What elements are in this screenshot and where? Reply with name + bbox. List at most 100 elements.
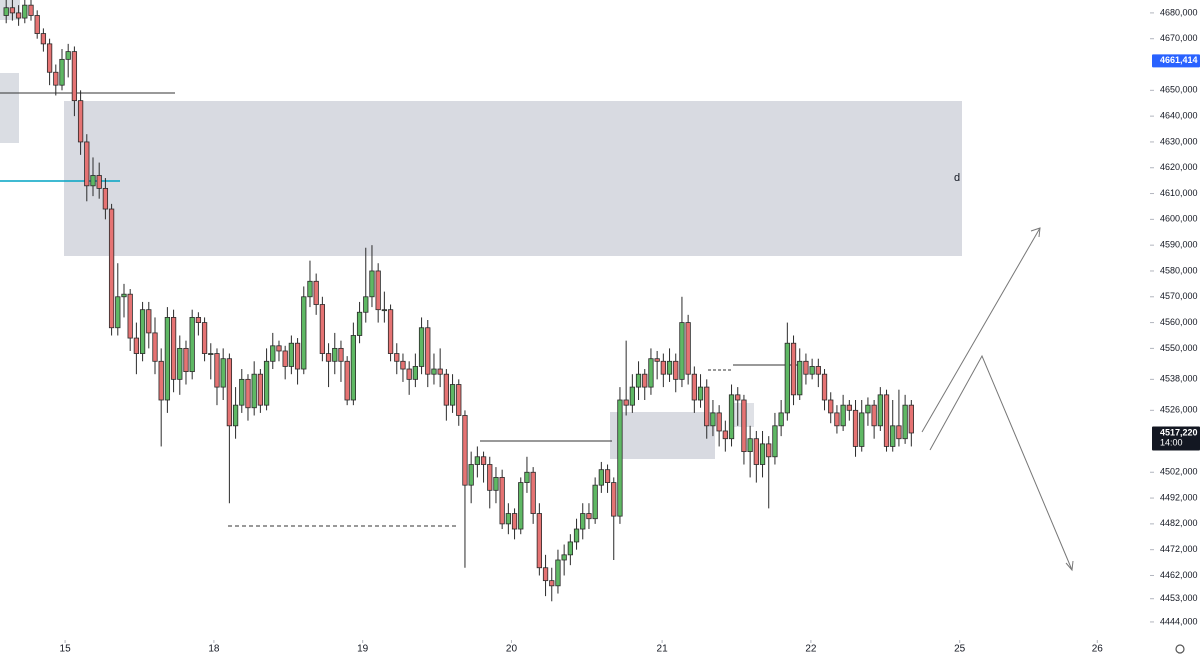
plot bbox=[3, 0, 914, 602]
candle-body bbox=[139, 309, 146, 354]
candle-body bbox=[759, 443, 766, 465]
candle-body bbox=[201, 322, 208, 354]
candle-body bbox=[580, 513, 586, 530]
candle-body bbox=[772, 425, 778, 458]
candle-body bbox=[474, 456, 480, 465]
x-tick-label: 18 bbox=[208, 644, 220, 655]
candle-body bbox=[412, 366, 418, 380]
x-tick-label: 19 bbox=[357, 644, 369, 655]
candle-body bbox=[536, 513, 542, 569]
candle-body bbox=[270, 345, 276, 362]
candle-body bbox=[15, 12, 22, 19]
candle-body bbox=[381, 309, 387, 312]
price-tag-time: 14:00 bbox=[1160, 437, 1183, 447]
candle-body bbox=[834, 412, 840, 427]
y-tick-label: 4600,000 bbox=[1160, 214, 1198, 224]
candle-body bbox=[896, 425, 902, 440]
arrow-head bbox=[1030, 227, 1041, 238]
candle-body bbox=[77, 100, 84, 143]
settings-icon[interactable] bbox=[1175, 644, 1185, 654]
candle-body bbox=[852, 409, 859, 447]
candle-body bbox=[877, 394, 883, 427]
y-tick-label: 4482,000 bbox=[1160, 518, 1198, 528]
y-tick-label: 4630,000 bbox=[1160, 136, 1198, 146]
candle-body bbox=[679, 322, 685, 380]
candle-body bbox=[96, 175, 102, 189]
candle-body bbox=[121, 293, 127, 298]
candle-body bbox=[338, 347, 344, 362]
candle-body bbox=[722, 430, 728, 440]
candle-body bbox=[28, 4, 34, 16]
x-tick-label: 26 bbox=[1092, 644, 1104, 655]
candle-body bbox=[809, 366, 815, 375]
candle-body bbox=[604, 469, 611, 483]
candle-body bbox=[561, 554, 567, 561]
candle-body bbox=[257, 373, 264, 406]
candle-body bbox=[245, 378, 251, 409]
price-tag-label: 4661,414 bbox=[1160, 55, 1198, 65]
x-tick-label: 15 bbox=[60, 644, 72, 655]
candle-body bbox=[369, 270, 375, 298]
candle-body bbox=[871, 404, 877, 427]
candle-body bbox=[34, 15, 40, 34]
candle-body bbox=[890, 425, 896, 447]
candle-body bbox=[573, 528, 580, 543]
candle-body bbox=[53, 71, 59, 86]
y-tick-label: 4640,000 bbox=[1160, 111, 1198, 121]
candle-body bbox=[183, 347, 189, 373]
candle-body bbox=[660, 360, 666, 375]
supply-zone bbox=[64, 101, 962, 256]
candle-body bbox=[673, 360, 679, 380]
candle-body bbox=[456, 384, 462, 416]
candle-body bbox=[648, 358, 654, 388]
candle-body bbox=[803, 360, 809, 375]
candle-body bbox=[71, 51, 78, 102]
candle-body bbox=[400, 360, 406, 370]
candle-body bbox=[778, 412, 784, 427]
candle-body bbox=[518, 482, 524, 530]
candle-body bbox=[437, 368, 443, 375]
candle-body bbox=[313, 280, 319, 305]
candle-body bbox=[425, 327, 431, 375]
candle-body bbox=[102, 187, 109, 210]
candle-body bbox=[40, 33, 47, 45]
candle-body bbox=[282, 350, 288, 367]
candle-body bbox=[208, 353, 214, 355]
candle-body bbox=[65, 51, 71, 60]
candle-body bbox=[716, 412, 722, 432]
candle-body bbox=[902, 404, 908, 440]
candle-body bbox=[697, 386, 704, 401]
y-tick-label: 4590,000 bbox=[1160, 240, 1198, 250]
y-tick-label: 4453,000 bbox=[1160, 593, 1198, 603]
candle-body bbox=[567, 541, 573, 556]
candle-body bbox=[263, 360, 270, 406]
candle-body bbox=[127, 293, 133, 339]
candle-body bbox=[883, 394, 890, 447]
arrow-head bbox=[1065, 560, 1074, 572]
candle-body bbox=[549, 580, 555, 587]
candle-body bbox=[685, 322, 691, 375]
candle-body bbox=[728, 394, 735, 440]
candle-body bbox=[710, 412, 716, 427]
candle-body bbox=[133, 337, 140, 354]
candle-body bbox=[319, 304, 326, 354]
price-tag-label: 4517,220 bbox=[1160, 427, 1198, 437]
candle-body bbox=[177, 347, 183, 380]
y-tick-label: 4670,000 bbox=[1160, 33, 1198, 43]
candle-body bbox=[226, 358, 233, 427]
candle-body bbox=[84, 141, 90, 187]
x-tick-label: 25 bbox=[954, 644, 966, 655]
candle-body bbox=[108, 208, 115, 329]
y-tick-label: 4462,000 bbox=[1160, 570, 1198, 580]
candle-body bbox=[592, 484, 598, 520]
candle-body bbox=[301, 296, 307, 370]
candle-body bbox=[418, 327, 425, 367]
y-tick-label: 4650,000 bbox=[1160, 85, 1198, 95]
y-tick-label: 4570,000 bbox=[1160, 291, 1198, 301]
candle-body bbox=[487, 464, 493, 491]
candle-body bbox=[598, 469, 604, 486]
candle-body bbox=[815, 366, 821, 375]
y-tick-label: 4526,000 bbox=[1160, 405, 1198, 415]
zone-label: d bbox=[954, 172, 960, 184]
candle-body bbox=[623, 399, 629, 406]
